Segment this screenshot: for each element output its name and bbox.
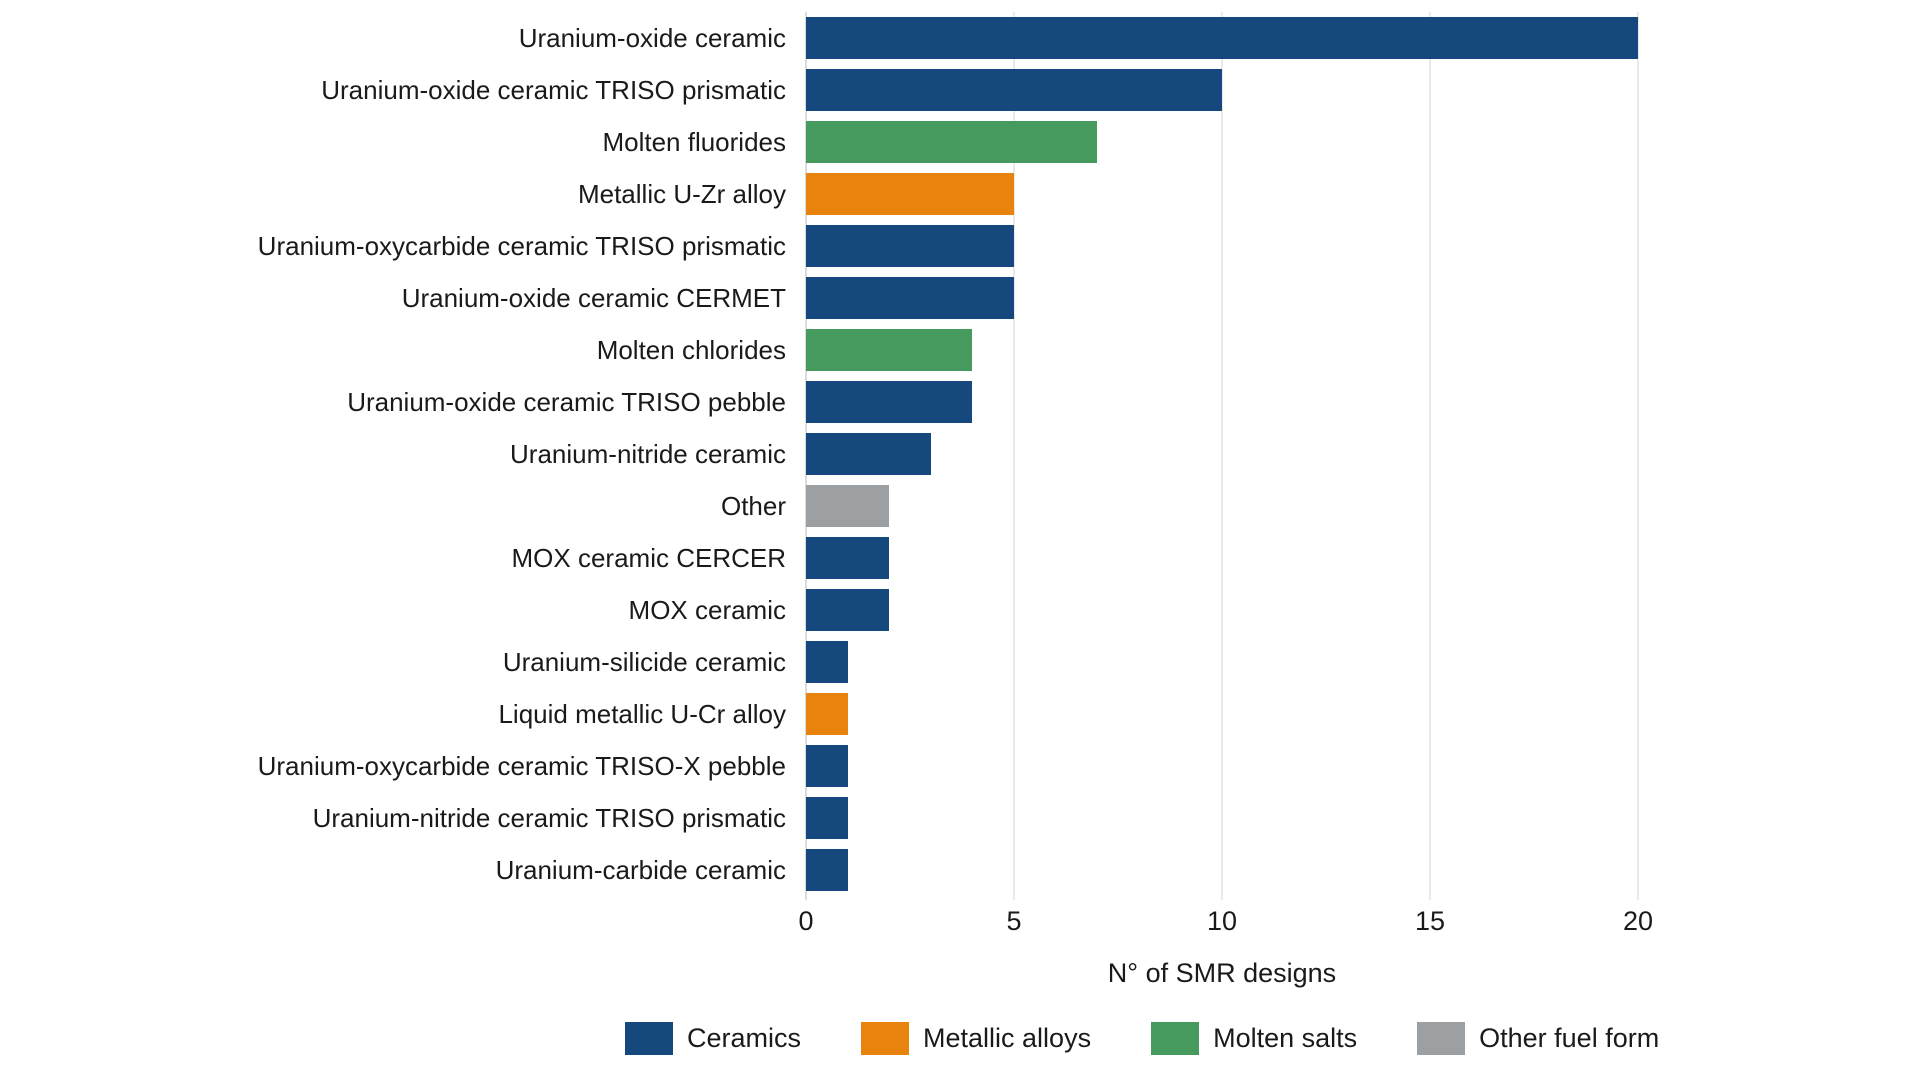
legend-swatch-icon [1417,1022,1466,1055]
bar-row: Molten chlorides [0,324,1920,376]
bar [806,69,1222,111]
legend-item: Molten salts [1151,1022,1357,1055]
bar-row: Uranium-oxycarbide ceramic TRISO-X pebbl… [0,740,1920,792]
bar [806,485,890,527]
bar-track [806,485,1666,527]
legend: Ceramics Metallic alloys Molten salts Other… [625,1022,1659,1055]
gridline-15 [1429,12,1431,900]
bar [806,225,1014,267]
legend-swatch-icon [1151,1022,1200,1055]
legend-item: Metallic alloys [861,1022,1091,1055]
legend-swatch-icon [861,1022,910,1055]
bar-row: Uranium-oxide ceramic [0,12,1920,64]
bar-label: Uranium-carbide ceramic [495,854,786,885]
bar-track [806,17,1666,59]
bar-row: Uranium-nitride ceramic [0,428,1920,480]
x-tick-label: 20 [1622,906,1654,936]
bar-label: Uranium-oxide ceramic [518,22,786,53]
legend-label: Metallic alloys [923,1023,1092,1053]
bar-track [806,277,1666,319]
bar [806,433,931,475]
bar-row: Other [0,480,1920,532]
bar-label: Molten fluorides [602,126,786,157]
bar-row: Uranium-nitride ceramic TRISO prismatic [0,792,1920,844]
bar [806,745,848,787]
bar-row: Uranium-carbide ceramic [0,844,1920,896]
bar-track [806,589,1666,631]
bar-row: Uranium-oxide ceramic TRISO pebble [0,376,1920,428]
bar-track [806,329,1666,371]
bar-row: MOX ceramic CERCER [0,532,1920,584]
bar-label: Liquid metallic U-Cr alloy [498,698,786,729]
bar-label: Other [720,490,786,521]
bar-row: Metallic U-Zr alloy [0,168,1920,220]
bar-label: Uranium-oxide ceramic TRISO pebble [347,386,786,417]
bar [806,17,1638,59]
x-axis-title: N° of SMR designs [1107,958,1337,988]
bar-row: MOX ceramic [0,584,1920,636]
bar-track [806,641,1666,683]
bar [806,849,848,891]
bar-rows: Uranium-oxide ceramic Uranium-oxide ceram… [0,12,1920,896]
bar-row: Uranium-oxide ceramic TRISO prismatic [0,64,1920,116]
gridline-20 [1637,12,1639,900]
x-tick-label: 5 [1006,906,1022,936]
gridline-10 [1221,12,1223,900]
bar-track [806,433,1666,475]
bar-track [806,121,1666,163]
bar-track [806,745,1666,787]
bar [806,797,848,839]
bar [806,589,890,631]
bar-label: MOX ceramic [628,594,786,625]
bar-track [806,173,1666,215]
bar [806,693,848,735]
legend-label: Other fuel form [1479,1023,1660,1053]
legend-label: Molten salts [1213,1023,1358,1053]
legend-item: Ceramics [625,1022,801,1055]
bar [806,173,1014,215]
bar-row: Uranium-oxide ceramic CERMET [0,272,1920,324]
bar-track [806,849,1666,891]
bar-label: MOX ceramic CERCER [511,542,786,573]
bar [806,641,848,683]
legend-swatch-icon [625,1022,673,1055]
gridline-5 [1013,12,1015,900]
bar [806,121,1098,163]
bar-label: Uranium-oxycarbide ceramic TRISO-X pebbl… [257,750,786,781]
bar-label: Uranium-oxide ceramic CERMET [401,282,786,313]
bar-track [806,225,1666,267]
legend-label: Ceramics [687,1023,802,1053]
bar-label: Uranium-oxycarbide ceramic TRISO prismat… [257,230,786,261]
legend-item: Other fuel form [1417,1022,1659,1055]
bar [806,329,973,371]
bar-row: Uranium-silicide ceramic [0,636,1920,688]
bar-track [806,537,1666,579]
bar [806,277,1014,319]
bar-label: Uranium-nitride ceramic [510,438,786,469]
bar-row: Uranium-oxycarbide ceramic TRISO prismat… [0,220,1920,272]
x-tick-label: 15 [1414,906,1446,936]
bar-label: Metallic U-Zr alloy [577,178,786,209]
bar-track [806,797,1666,839]
bar-label: Uranium-nitride ceramic TRISO prismatic [312,802,786,833]
bar-row: Molten fluorides [0,116,1920,168]
x-tick-label: 0 [798,906,814,936]
x-tick-label: 10 [1206,906,1238,936]
bar-label: Uranium-oxide ceramic TRISO prismatic [321,74,786,105]
bar [806,537,890,579]
bar [806,381,973,423]
bar-label: Molten chlorides [596,334,786,365]
bar-row: Liquid metallic U-Cr alloy [0,688,1920,740]
bar-label: Uranium-silicide ceramic [502,646,786,677]
bar-track [806,69,1666,111]
bar-track [806,693,1666,735]
bar-track [806,381,1666,423]
